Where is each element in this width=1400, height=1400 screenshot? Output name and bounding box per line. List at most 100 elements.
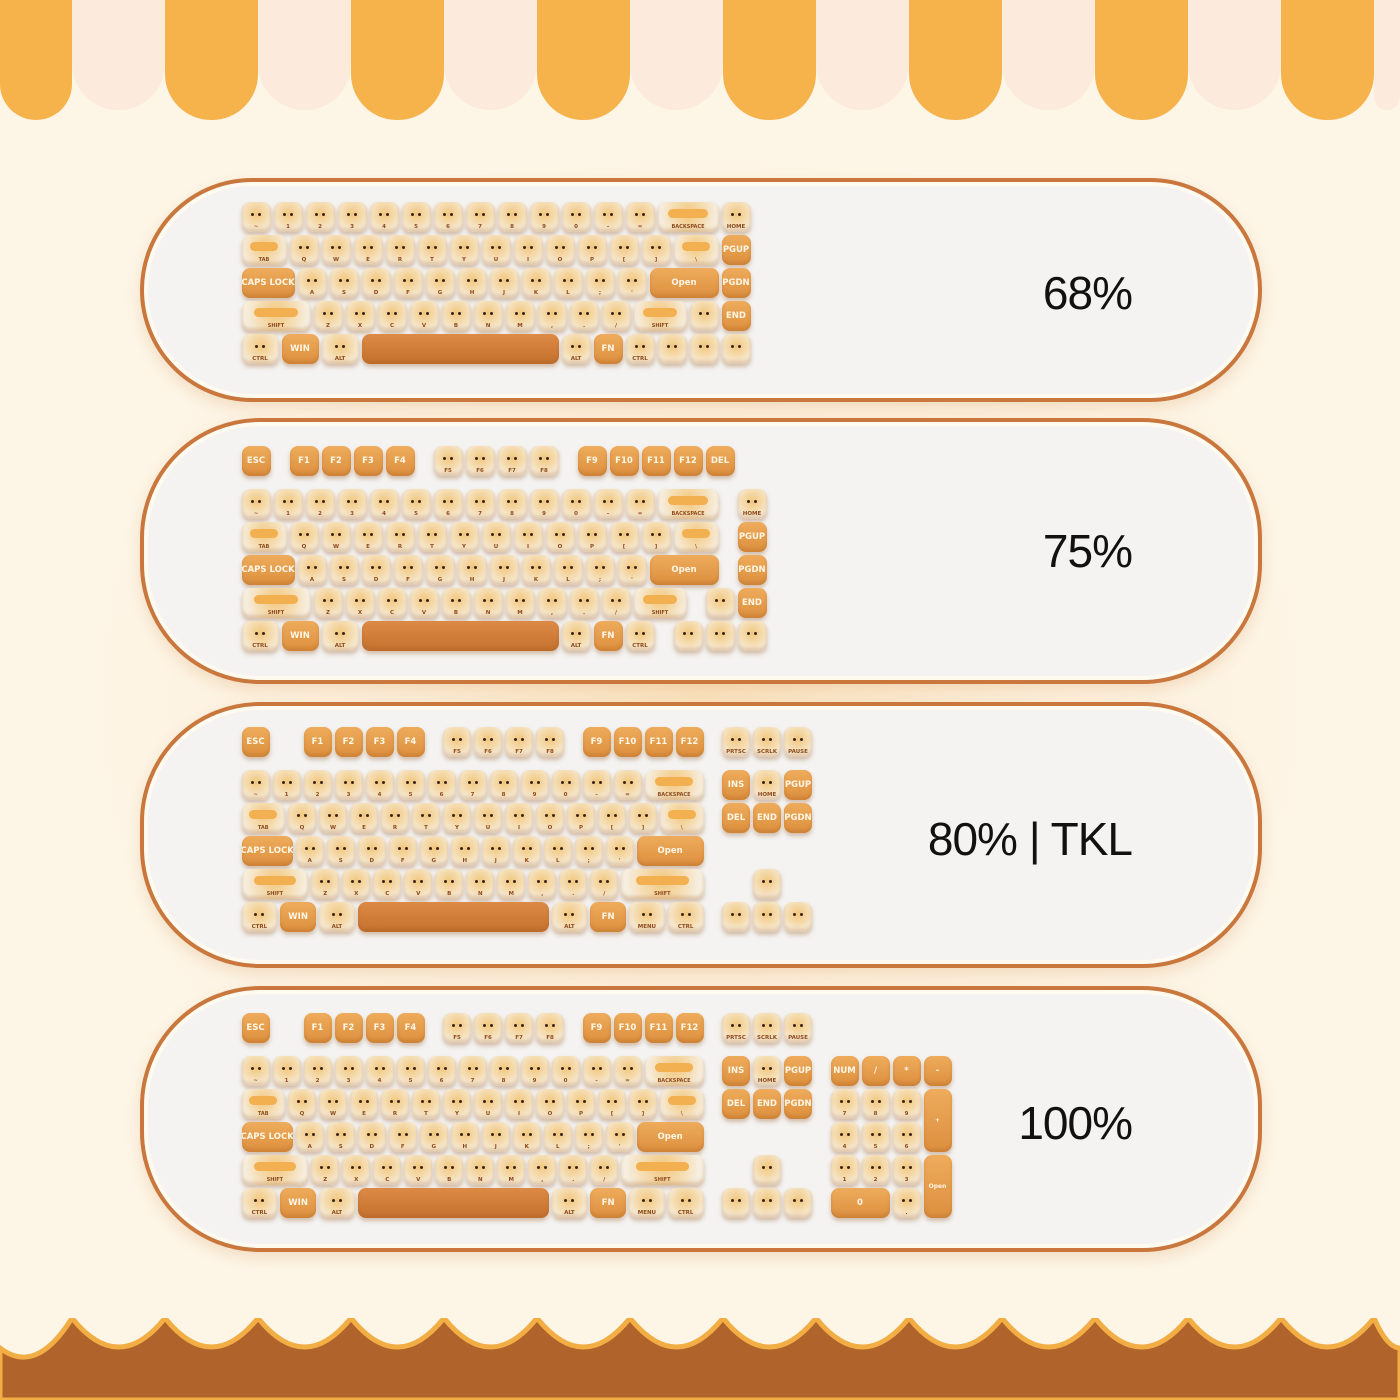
key-legend: ' bbox=[631, 577, 633, 583]
key-legend: I bbox=[526, 544, 530, 550]
key-alt: ALT bbox=[321, 334, 359, 364]
key-symbol: / bbox=[590, 869, 619, 899]
key-legend: 6 bbox=[439, 1078, 444, 1084]
key-legend: 4 bbox=[377, 792, 382, 798]
key-n: N bbox=[466, 869, 495, 899]
key-9: 9 bbox=[520, 1056, 549, 1086]
key-x: X bbox=[342, 1155, 371, 1185]
key-symbol: . bbox=[569, 301, 599, 331]
key-h: H bbox=[457, 268, 487, 298]
key-legend: - bbox=[935, 1066, 940, 1076]
key-legend: S bbox=[338, 1144, 343, 1150]
key-backspace: BACKSPACE bbox=[644, 770, 704, 800]
key-m: M bbox=[497, 869, 526, 899]
awning-stripe-cream bbox=[72, 0, 165, 110]
key-legend: O bbox=[557, 257, 563, 263]
key-legend: 0 bbox=[574, 224, 578, 230]
key-symbol: - bbox=[593, 489, 623, 519]
key-i: I bbox=[505, 803, 533, 833]
key-legend: ALT bbox=[334, 356, 346, 362]
key-8: 8 bbox=[861, 1089, 890, 1119]
key-legend: 6 bbox=[439, 792, 444, 798]
key-e: E bbox=[353, 522, 383, 552]
key-legend: F2 bbox=[330, 456, 342, 466]
arrow-key bbox=[722, 1188, 750, 1218]
bread-picture-icon bbox=[253, 307, 299, 317]
arrow-key bbox=[753, 902, 781, 932]
key-legend: END bbox=[726, 311, 746, 321]
key-symbol: ' bbox=[617, 268, 647, 298]
key-2: 2 bbox=[305, 202, 335, 232]
key-d: D bbox=[361, 268, 391, 298]
key-legend: N bbox=[477, 1177, 483, 1183]
key-legend: END bbox=[757, 813, 777, 823]
key-legend: 9 bbox=[532, 792, 537, 798]
key-n: N bbox=[466, 1155, 495, 1185]
key-legend: CTRL bbox=[632, 356, 648, 362]
key-legend: Z bbox=[323, 1177, 328, 1183]
bread-picture-icon bbox=[636, 1161, 689, 1171]
key-f3: F3 bbox=[365, 727, 394, 757]
key-pgup: PGUP bbox=[721, 235, 751, 265]
key-pgdn: PGDN bbox=[784, 1089, 812, 1119]
awning-top bbox=[0, 0, 1400, 125]
key-legend: PRTSC bbox=[726, 1035, 746, 1041]
key-symbol: ; bbox=[574, 1122, 603, 1152]
key-del: DEL bbox=[705, 446, 735, 476]
key-ins: INS bbox=[722, 770, 750, 800]
key-7: 7 bbox=[465, 489, 495, 519]
key-legend: SCRLK bbox=[757, 1035, 777, 1041]
key-legend: PGUP bbox=[784, 780, 812, 790]
key-legend: FN bbox=[601, 912, 615, 922]
key-a: A bbox=[295, 1122, 324, 1152]
key-shift: SHIFT bbox=[621, 1155, 704, 1185]
key-pause: PAUSE bbox=[784, 727, 812, 757]
key-legend: ' bbox=[618, 858, 621, 864]
key-backspace: BACKSPACE bbox=[644, 1056, 704, 1086]
key-legend: H bbox=[462, 858, 468, 864]
spacebar bbox=[361, 621, 559, 651]
key-end: END bbox=[721, 301, 751, 331]
key-4: 4 bbox=[369, 489, 399, 519]
key-b: B bbox=[441, 588, 471, 618]
key-i: I bbox=[513, 235, 543, 265]
bread-picture-icon bbox=[253, 1161, 297, 1171]
key-fn: FN bbox=[593, 621, 623, 651]
key-legend: SHIFT bbox=[266, 1177, 284, 1183]
key-esc: ESC bbox=[241, 1013, 270, 1043]
key-legend: J bbox=[494, 1144, 497, 1150]
key-legend: . bbox=[582, 323, 586, 329]
key-l: L bbox=[553, 555, 583, 585]
key-legend: X bbox=[354, 891, 359, 897]
key-legend: F bbox=[400, 1144, 405, 1150]
key-open: Open bbox=[923, 1155, 952, 1218]
key-v: V bbox=[404, 1155, 433, 1185]
key-legend: HOME bbox=[742, 511, 762, 517]
key-legend: 8 bbox=[510, 511, 514, 517]
awning-stripe-orange bbox=[351, 0, 444, 120]
key-3: 3 bbox=[337, 202, 367, 232]
key-symbol: \ bbox=[673, 235, 719, 265]
key-f6: F6 bbox=[474, 1013, 502, 1043]
key-symbol: \ bbox=[673, 522, 719, 552]
key-legend: F4 bbox=[404, 737, 417, 747]
key-legend: NUM bbox=[833, 1066, 856, 1076]
key-8: 8 bbox=[489, 1056, 518, 1086]
key-legend: V bbox=[416, 891, 421, 897]
key-legend: 3 bbox=[350, 511, 354, 517]
key-legend: ALT bbox=[564, 1210, 575, 1216]
spacebar bbox=[357, 902, 549, 932]
key-legend: F bbox=[406, 577, 410, 583]
key-home: HOME bbox=[753, 770, 781, 800]
bread-picture-icon bbox=[681, 528, 711, 538]
key-symbol: [ bbox=[598, 1089, 626, 1119]
key-legend: HOME bbox=[726, 224, 746, 230]
awning-stripe-orange bbox=[537, 0, 630, 120]
arrow-key bbox=[705, 588, 735, 618]
arrow-key bbox=[784, 1188, 812, 1218]
key-legend: Y bbox=[455, 1111, 459, 1117]
key-o: O bbox=[536, 803, 564, 833]
key-pgdn: PGDN bbox=[721, 268, 751, 298]
key-win: WIN bbox=[280, 902, 316, 932]
key-c: C bbox=[377, 588, 407, 618]
